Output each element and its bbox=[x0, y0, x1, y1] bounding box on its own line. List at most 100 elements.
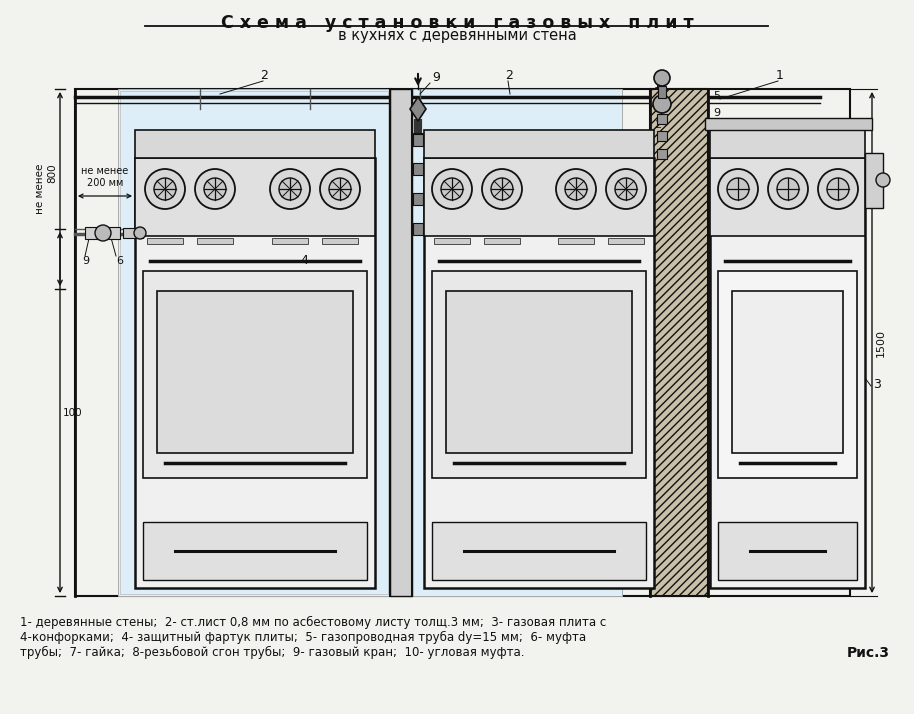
Bar bbox=[413, 223, 423, 235]
Bar bbox=[135, 158, 375, 588]
Bar bbox=[143, 271, 367, 478]
Circle shape bbox=[279, 178, 301, 200]
Circle shape bbox=[441, 178, 463, 200]
Text: 7: 7 bbox=[713, 126, 720, 136]
Bar bbox=[413, 134, 423, 146]
Bar bbox=[434, 238, 470, 244]
Circle shape bbox=[145, 169, 185, 209]
Bar bbox=[147, 238, 183, 244]
Bar bbox=[143, 522, 367, 580]
Text: 100: 100 bbox=[63, 408, 82, 418]
Bar bbox=[710, 130, 865, 158]
Circle shape bbox=[320, 169, 360, 209]
Circle shape bbox=[329, 178, 351, 200]
Circle shape bbox=[606, 169, 646, 209]
Bar bbox=[413, 163, 423, 175]
Text: 2: 2 bbox=[505, 69, 513, 82]
Bar bbox=[484, 238, 520, 244]
Circle shape bbox=[556, 169, 596, 209]
Circle shape bbox=[615, 178, 637, 200]
Bar bbox=[118, 89, 390, 596]
Circle shape bbox=[727, 178, 749, 200]
Bar bbox=[123, 228, 143, 238]
Bar bbox=[424, 158, 654, 588]
Text: не менее
200 мм: не менее 200 мм bbox=[81, 166, 129, 188]
Circle shape bbox=[432, 169, 472, 209]
Circle shape bbox=[565, 178, 587, 200]
Text: 4: 4 bbox=[300, 254, 308, 267]
Text: Рис.3: Рис.3 bbox=[847, 646, 890, 660]
Circle shape bbox=[827, 178, 849, 200]
Bar bbox=[657, 149, 667, 159]
Circle shape bbox=[195, 169, 235, 209]
Circle shape bbox=[653, 95, 671, 113]
Text: 9: 9 bbox=[82, 256, 90, 266]
Bar bbox=[710, 158, 865, 588]
Circle shape bbox=[95, 225, 111, 241]
Text: 1- деревянные стены;  2- ст.лист 0,8 мм по асбестовому листу толщ.3 мм;  3- газо: 1- деревянные стены; 2- ст.лист 0,8 мм п… bbox=[20, 616, 606, 629]
Bar bbox=[413, 193, 423, 205]
Bar bbox=[272, 238, 308, 244]
Circle shape bbox=[491, 178, 513, 200]
Bar bbox=[710, 158, 865, 236]
Bar bbox=[197, 238, 233, 244]
Bar bbox=[424, 130, 654, 158]
Bar bbox=[432, 522, 646, 580]
Text: 1: 1 bbox=[776, 69, 784, 82]
Bar bbox=[424, 158, 654, 236]
Circle shape bbox=[204, 178, 226, 200]
Bar bbox=[135, 158, 375, 236]
Circle shape bbox=[876, 173, 890, 187]
Bar bbox=[657, 114, 667, 124]
Text: 1500: 1500 bbox=[876, 329, 886, 357]
Circle shape bbox=[270, 169, 310, 209]
Text: 3: 3 bbox=[873, 378, 881, 391]
Circle shape bbox=[768, 169, 808, 209]
Bar bbox=[322, 238, 358, 244]
Text: трубы;  7- гайка;  8-резьбовой сгон трубы;  9- газовый кран;  10- угловая муфта.: трубы; 7- гайка; 8-резьбовой сгон трубы;… bbox=[20, 646, 525, 659]
Bar bbox=[732, 291, 843, 453]
Bar bbox=[657, 131, 667, 141]
Bar bbox=[558, 238, 594, 244]
Bar bbox=[412, 89, 622, 596]
Circle shape bbox=[134, 227, 146, 239]
Circle shape bbox=[818, 169, 858, 209]
Bar bbox=[650, 89, 708, 596]
Bar bbox=[608, 238, 644, 244]
Text: 8: 8 bbox=[713, 161, 720, 171]
Bar bbox=[865, 153, 883, 208]
Bar bbox=[85, 227, 120, 239]
Bar bbox=[432, 271, 646, 478]
Circle shape bbox=[482, 169, 522, 209]
Bar bbox=[658, 86, 666, 98]
Bar bbox=[718, 522, 857, 580]
Circle shape bbox=[654, 70, 670, 86]
Bar bbox=[413, 133, 423, 145]
Bar bbox=[120, 91, 388, 594]
Text: в кухнях с деревянными стена: в кухнях с деревянными стена bbox=[337, 28, 577, 43]
Circle shape bbox=[154, 178, 176, 200]
Polygon shape bbox=[410, 97, 426, 121]
Text: 9: 9 bbox=[713, 108, 720, 118]
Circle shape bbox=[777, 178, 799, 200]
Text: 5: 5 bbox=[713, 91, 720, 101]
Text: 2: 2 bbox=[654, 120, 661, 130]
Text: не менее
800: не менее 800 bbox=[36, 164, 57, 214]
Bar bbox=[75, 89, 850, 596]
Text: С х е м а   у с т а н о в к и   г а з о в ы х   п л и т: С х е м а у с т а н о в к и г а з о в ы … bbox=[220, 14, 694, 32]
Bar bbox=[135, 130, 375, 158]
Text: 5: 5 bbox=[445, 214, 453, 227]
Text: 2: 2 bbox=[260, 69, 268, 82]
Circle shape bbox=[718, 169, 758, 209]
Text: 9: 9 bbox=[432, 71, 440, 84]
Text: 6: 6 bbox=[116, 256, 123, 266]
Bar bbox=[390, 89, 412, 596]
Text: 4-конфорками;  4- защитный фартук плиты;  5- газопроводная труба dy=15 мм;  6- м: 4-конфорками; 4- защитный фартук плиты; … bbox=[20, 631, 586, 644]
Text: 4: 4 bbox=[770, 133, 778, 146]
Text: 3: 3 bbox=[360, 526, 367, 539]
Text: 6: 6 bbox=[713, 143, 720, 153]
Bar bbox=[157, 291, 353, 453]
Bar bbox=[705, 118, 872, 130]
Text: 10: 10 bbox=[654, 80, 667, 90]
Bar bbox=[446, 291, 632, 453]
